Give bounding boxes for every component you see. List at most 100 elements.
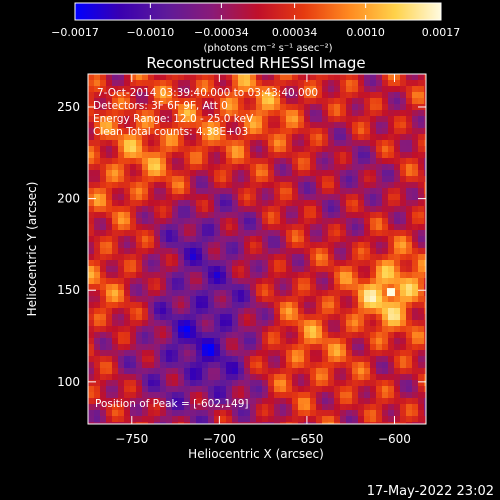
heatmap-cell bbox=[118, 392, 125, 399]
heatmap-cell bbox=[94, 344, 101, 351]
heatmap-cell bbox=[328, 290, 335, 297]
heatmap-cell bbox=[238, 320, 245, 327]
heatmap-cell bbox=[346, 230, 353, 237]
heatmap-cell bbox=[370, 98, 377, 105]
heatmap-cell bbox=[232, 212, 239, 219]
heatmap-cell bbox=[238, 350, 245, 357]
heatmap-cell bbox=[316, 122, 323, 129]
heatmap-cell bbox=[364, 194, 371, 201]
heatmap-cell bbox=[298, 236, 305, 243]
heatmap-cell bbox=[178, 320, 185, 327]
heatmap-cell bbox=[256, 410, 263, 417]
heatmap-cell bbox=[424, 302, 426, 309]
heatmap-cell bbox=[400, 422, 407, 424]
heatmap-cell bbox=[250, 356, 257, 363]
heatmap-cell bbox=[274, 278, 281, 285]
heatmap-cell bbox=[256, 134, 263, 141]
heatmap-cell bbox=[136, 182, 143, 189]
heatmap-cell bbox=[256, 212, 263, 219]
heatmap-cell bbox=[304, 230, 311, 237]
heatmap-cell bbox=[316, 182, 323, 189]
heatmap-cell bbox=[226, 98, 233, 105]
heatmap-cell bbox=[268, 218, 275, 225]
heatmap-cell bbox=[352, 236, 359, 243]
heatmap-cell bbox=[388, 104, 395, 111]
heatmap-cell bbox=[226, 332, 233, 339]
heatmap-cell bbox=[118, 272, 125, 279]
heatmap-cell bbox=[304, 140, 311, 147]
heatmap-cell bbox=[400, 206, 407, 213]
heatmap-cell bbox=[274, 254, 281, 261]
heatmap-cell bbox=[136, 320, 143, 327]
heatmap-cell bbox=[316, 92, 323, 99]
heatmap-cell bbox=[202, 260, 209, 267]
heatmap-cell bbox=[394, 200, 401, 207]
heatmap-cell bbox=[94, 338, 101, 345]
heatmap-cell bbox=[328, 242, 335, 249]
heatmap-cell bbox=[364, 170, 371, 177]
heatmap-cell bbox=[196, 110, 203, 117]
heatmap-cell bbox=[214, 146, 221, 153]
heatmap-cell bbox=[382, 86, 389, 93]
heatmap-cell bbox=[214, 278, 221, 285]
heatmap-cell bbox=[256, 266, 263, 273]
heatmap-cell bbox=[370, 392, 377, 399]
heatmap-cell bbox=[190, 110, 197, 117]
heatmap-cell bbox=[262, 194, 269, 201]
heatmap-cell bbox=[208, 272, 215, 279]
heatmap-cell bbox=[88, 218, 95, 225]
heatmap-cell bbox=[328, 188, 335, 195]
heatmap-cell bbox=[142, 152, 149, 159]
heatmap-cell bbox=[346, 86, 353, 93]
heatmap-cell bbox=[316, 74, 323, 81]
heatmap-cell bbox=[370, 128, 377, 135]
heatmap-cell bbox=[376, 368, 383, 375]
heatmap-cell bbox=[148, 278, 155, 285]
heatmap-cell bbox=[238, 332, 245, 339]
heatmap-cell bbox=[394, 170, 401, 177]
heatmap-cell bbox=[418, 368, 425, 375]
heatmap-cell bbox=[238, 134, 245, 141]
heatmap-cell bbox=[220, 236, 227, 243]
heatmap-cell bbox=[376, 404, 383, 411]
heatmap-cell bbox=[130, 344, 137, 351]
heatmap-cell bbox=[370, 152, 377, 159]
heatmap-cell bbox=[268, 284, 275, 291]
heatmap-cell bbox=[418, 284, 425, 291]
heatmap-cell bbox=[418, 164, 425, 171]
heatmap-cell bbox=[364, 98, 371, 105]
heatmap-cell bbox=[394, 74, 401, 81]
heatmap-cell bbox=[250, 332, 257, 339]
heatmap-cell bbox=[310, 128, 317, 135]
heatmap-cell bbox=[244, 410, 251, 417]
heatmap-cell bbox=[334, 422, 341, 424]
heatmap-cell bbox=[160, 320, 167, 327]
heatmap-cell bbox=[406, 200, 413, 207]
heatmap-cell bbox=[136, 314, 143, 321]
heatmap-cell bbox=[202, 416, 209, 423]
heatmap-cell bbox=[370, 410, 377, 417]
heatmap-cell bbox=[232, 326, 239, 333]
heatmap-cell bbox=[202, 116, 209, 123]
heatmap-cell bbox=[412, 164, 419, 171]
heatmap-cell bbox=[316, 356, 323, 363]
heatmap-cell bbox=[226, 338, 233, 345]
heatmap-cell bbox=[334, 206, 341, 213]
heatmap-cell bbox=[400, 230, 407, 237]
heatmap-cell bbox=[100, 326, 107, 333]
heatmap-cell bbox=[148, 200, 155, 207]
heatmap-cell bbox=[340, 416, 347, 423]
heatmap-cell bbox=[364, 182, 371, 189]
heatmap-cell bbox=[166, 212, 173, 219]
heatmap-cell bbox=[208, 164, 215, 171]
heatmap-cell bbox=[424, 182, 426, 189]
heatmap-cell bbox=[346, 224, 353, 231]
heatmap-cell bbox=[406, 350, 413, 357]
heatmap-cell bbox=[100, 338, 107, 345]
heatmap-cell bbox=[376, 362, 383, 369]
heatmap-cell bbox=[424, 86, 426, 93]
heatmap-cell bbox=[142, 218, 149, 225]
heatmap-cell bbox=[124, 254, 131, 261]
heatmap-cell bbox=[358, 92, 365, 99]
heatmap-cell bbox=[184, 320, 191, 327]
